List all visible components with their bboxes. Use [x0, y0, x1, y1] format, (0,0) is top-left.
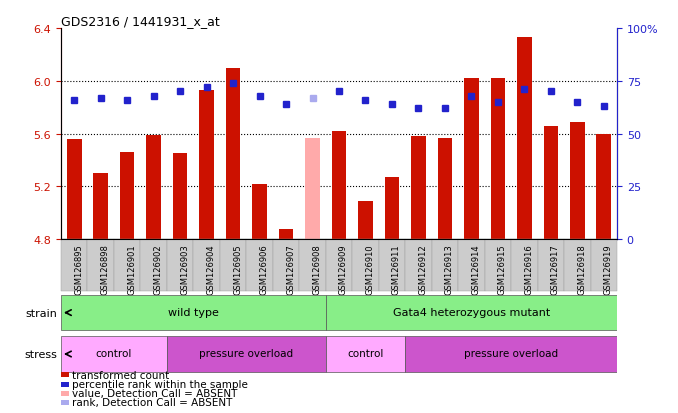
Bar [94, 174, 108, 240]
Bar [358, 202, 373, 240]
Text: GSM126906: GSM126906 [260, 244, 268, 294]
Text: GSM126917: GSM126917 [551, 244, 560, 294]
Text: GSM126905: GSM126905 [233, 244, 242, 294]
Bar [379, 240, 405, 291]
Bar [114, 240, 140, 291]
Bar [517, 38, 532, 240]
Bar [252, 184, 267, 240]
Bar [146, 135, 161, 240]
Bar [226, 69, 241, 240]
Bar [193, 240, 220, 291]
Bar [597, 134, 611, 240]
Text: GSM126913: GSM126913 [445, 244, 454, 294]
Text: value, Detection Call = ABSENT: value, Detection Call = ABSENT [72, 388, 237, 398]
Bar [564, 240, 591, 291]
Bar [437, 138, 452, 240]
Bar [61, 240, 87, 291]
Text: GSM126911: GSM126911 [392, 244, 401, 294]
Text: pressure overload: pressure overload [199, 349, 294, 358]
Bar [140, 240, 167, 291]
Bar [246, 240, 273, 291]
Bar [67, 140, 81, 240]
Text: GSM126898: GSM126898 [101, 244, 110, 294]
Text: stress: stress [25, 349, 58, 359]
Bar [305, 138, 320, 240]
Bar [591, 240, 617, 291]
Bar [491, 79, 505, 240]
Text: percentile rank within the sample: percentile rank within the sample [72, 379, 247, 389]
Bar [511, 240, 538, 291]
Bar [325, 240, 353, 291]
Bar [325, 337, 405, 372]
Text: GSM126910: GSM126910 [365, 244, 374, 294]
Bar [538, 240, 564, 291]
Text: GSM126907: GSM126907 [286, 244, 295, 294]
Bar [485, 240, 511, 291]
Text: wild type: wild type [168, 307, 219, 317]
Text: control: control [96, 349, 132, 358]
Text: GSM126915: GSM126915 [498, 244, 507, 294]
Bar [220, 240, 246, 291]
Bar [299, 240, 325, 291]
Bar [432, 240, 458, 291]
Text: strain: strain [26, 308, 58, 318]
Text: GSM126918: GSM126918 [577, 244, 586, 294]
Text: pressure overload: pressure overload [464, 349, 558, 358]
Bar [120, 153, 134, 240]
Bar [199, 91, 214, 240]
Bar [87, 240, 114, 291]
Bar [405, 240, 432, 291]
Text: transformed count: transformed count [72, 370, 169, 380]
Bar [544, 126, 558, 240]
Text: GSM126895: GSM126895 [75, 244, 83, 294]
Bar [61, 337, 167, 372]
Bar [353, 240, 379, 291]
Text: GSM126902: GSM126902 [154, 244, 163, 294]
Text: GSM126908: GSM126908 [313, 244, 321, 294]
Text: GSM126916: GSM126916 [524, 244, 534, 294]
Bar [384, 178, 399, 240]
Bar [325, 295, 617, 330]
Text: GSM126914: GSM126914 [471, 244, 481, 294]
Bar [61, 295, 325, 330]
Bar [167, 240, 193, 291]
Text: GDS2316 / 1441931_x_at: GDS2316 / 1441931_x_at [61, 15, 220, 28]
Text: GSM126912: GSM126912 [418, 244, 427, 294]
Text: GSM126904: GSM126904 [207, 244, 216, 294]
Bar [464, 79, 479, 240]
Bar [273, 240, 299, 291]
Bar [405, 337, 617, 372]
Text: GSM126909: GSM126909 [339, 244, 348, 294]
Text: GSM126919: GSM126919 [603, 244, 613, 294]
Text: Gata4 heterozygous mutant: Gata4 heterozygous mutant [393, 307, 550, 317]
Bar [173, 154, 187, 240]
Bar [458, 240, 485, 291]
Text: control: control [347, 349, 384, 358]
Text: rank, Detection Call = ABSENT: rank, Detection Call = ABSENT [72, 397, 233, 407]
Bar [411, 137, 426, 240]
Text: GSM126901: GSM126901 [127, 244, 136, 294]
Text: GSM126903: GSM126903 [180, 244, 189, 294]
Bar [279, 229, 294, 240]
Bar [570, 122, 584, 240]
Bar [332, 132, 346, 240]
Bar [167, 337, 325, 372]
